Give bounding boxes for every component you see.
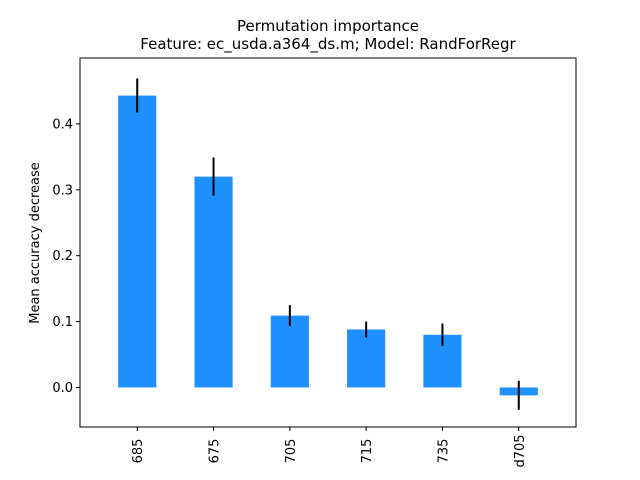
y-tick-label-0.3: 0.3 — [52, 183, 73, 198]
y-tick-label-0.4: 0.4 — [52, 117, 73, 132]
chart-title: Permutation importance — [237, 17, 419, 35]
bars-group — [118, 95, 538, 396]
error-bars-group — [136, 78, 520, 410]
y-axis-label: Mean accuracy decrease — [28, 162, 43, 324]
y-axis: 0.0 0.1 0.2 0.3 0.4 — [52, 117, 80, 396]
plot-frame — [79, 57, 577, 428]
y-tick-label-0.0: 0.0 — [52, 381, 73, 396]
x-tick-label-675: 675 — [208, 439, 223, 464]
chart-subtitle: Feature: ec_usda.a364_ds.m; Model: RandF… — [140, 35, 516, 54]
x-tick-label-685: 685 — [131, 439, 146, 464]
y-tick-label-0.1: 0.1 — [52, 315, 73, 330]
bar-685 — [118, 95, 157, 388]
x-axis: 685 675 705 715 735 d705 — [131, 427, 528, 468]
bar-715 — [347, 329, 386, 388]
y-tick-label-0.2: 0.2 — [52, 249, 73, 264]
bar-705 — [270, 315, 309, 388]
x-tick-label-705: 705 — [284, 439, 299, 464]
x-tick-label-735: 735 — [436, 439, 451, 464]
bar-675 — [194, 176, 233, 388]
x-tick-label-d705: d705 — [513, 434, 528, 467]
x-tick-label-715: 715 — [360, 439, 375, 464]
